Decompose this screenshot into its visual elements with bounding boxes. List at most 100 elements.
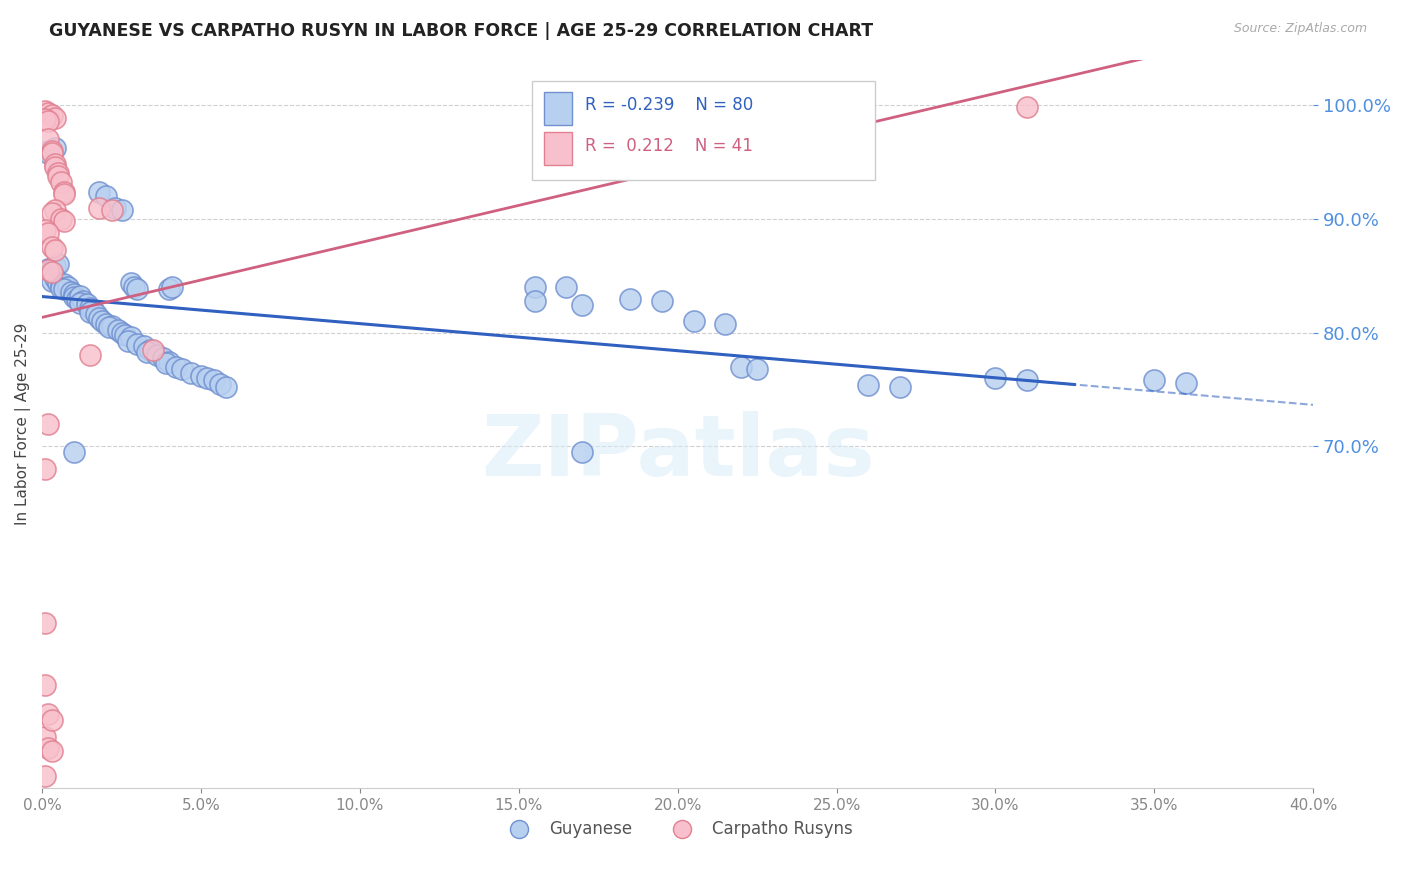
Point [41, 713, 63, 727]
Point [37, 262, 59, 277]
Point [79, 301, 101, 315]
Point [34, 462, 56, 476]
Point [89, 185, 111, 199]
Text: R =  0.212    N = 41: R = 0.212 N = 41 [585, 136, 752, 154]
Point [37, 741, 59, 756]
Point [34, 730, 56, 744]
Point [46, 257, 69, 271]
Point [37, 145, 59, 160]
Text: R = -0.239    N = 80: R = -0.239 N = 80 [585, 95, 754, 114]
Point [165, 359, 187, 374]
Point [984, 371, 1007, 385]
Point [34, 615, 56, 630]
Point [51, 211, 73, 226]
Point [127, 337, 149, 351]
Point [56, 280, 79, 294]
Bar [544, 132, 572, 165]
Point [155, 356, 177, 370]
Point [152, 351, 174, 365]
Point [1017, 100, 1039, 114]
Point [110, 326, 132, 340]
Point [37, 132, 59, 146]
Point [136, 345, 159, 359]
Point [94, 189, 117, 203]
Point [79, 305, 101, 319]
Point [34, 112, 56, 126]
Point [132, 339, 155, 353]
Point [139, 343, 162, 357]
Point [44, 202, 66, 217]
Point [107, 323, 129, 337]
Point [37, 706, 59, 721]
Point [46, 276, 69, 290]
Point [44, 157, 66, 171]
Point [104, 201, 127, 215]
Point [145, 348, 167, 362]
Point [34, 223, 56, 237]
Point [34, 103, 56, 118]
Point [34, 769, 56, 783]
Point [122, 280, 145, 294]
Point [1143, 374, 1166, 388]
Point [59, 285, 82, 299]
Point [66, 292, 89, 306]
Point [170, 362, 193, 376]
Point [41, 145, 63, 160]
Point [44, 141, 66, 155]
Point [41, 275, 63, 289]
Point [76, 297, 98, 311]
Point [120, 276, 142, 290]
Y-axis label: In Labor Force | Age 25-29: In Labor Force | Age 25-29 [15, 323, 31, 524]
Point [44, 160, 66, 174]
Point [180, 366, 202, 380]
Point [63, 445, 86, 459]
Point [157, 355, 180, 369]
Point [157, 282, 180, 296]
Point [34, 678, 56, 692]
Point [162, 280, 184, 294]
Point [714, 317, 737, 331]
Point [555, 280, 578, 294]
Point [41, 744, 63, 758]
Point [127, 282, 149, 296]
Point [202, 374, 225, 388]
Point [41, 240, 63, 254]
Text: Source: ZipAtlas.com: Source: ZipAtlas.com [1233, 22, 1367, 36]
Point [69, 296, 91, 310]
Point [53, 186, 76, 201]
Point [51, 277, 73, 292]
Point [91, 314, 114, 328]
Point [53, 185, 76, 199]
Point [44, 271, 66, 285]
Point [37, 144, 59, 158]
Point [114, 328, 136, 343]
Point [619, 292, 641, 306]
Point [730, 359, 752, 374]
Point [53, 214, 76, 228]
Point [120, 330, 142, 344]
Point [110, 202, 132, 217]
Point [46, 169, 69, 183]
Point [37, 114, 59, 128]
Point [37, 263, 59, 277]
Point [571, 445, 593, 459]
Point [889, 380, 911, 394]
Point [41, 108, 63, 122]
Point [41, 144, 63, 158]
Point [215, 380, 238, 394]
Point [37, 106, 59, 120]
Point [523, 293, 546, 308]
Point [46, 166, 69, 180]
Point [101, 318, 124, 333]
Point [41, 260, 63, 275]
Point [195, 371, 218, 385]
Legend: Guyanese, Carpatho Rusyns: Guyanese, Carpatho Rusyns [496, 814, 859, 845]
Point [63, 290, 86, 304]
Point [79, 348, 101, 362]
Point [117, 334, 139, 348]
Point [190, 368, 212, 383]
Point [41, 206, 63, 220]
Point [51, 281, 73, 295]
Point [142, 343, 165, 357]
Point [84, 308, 107, 322]
